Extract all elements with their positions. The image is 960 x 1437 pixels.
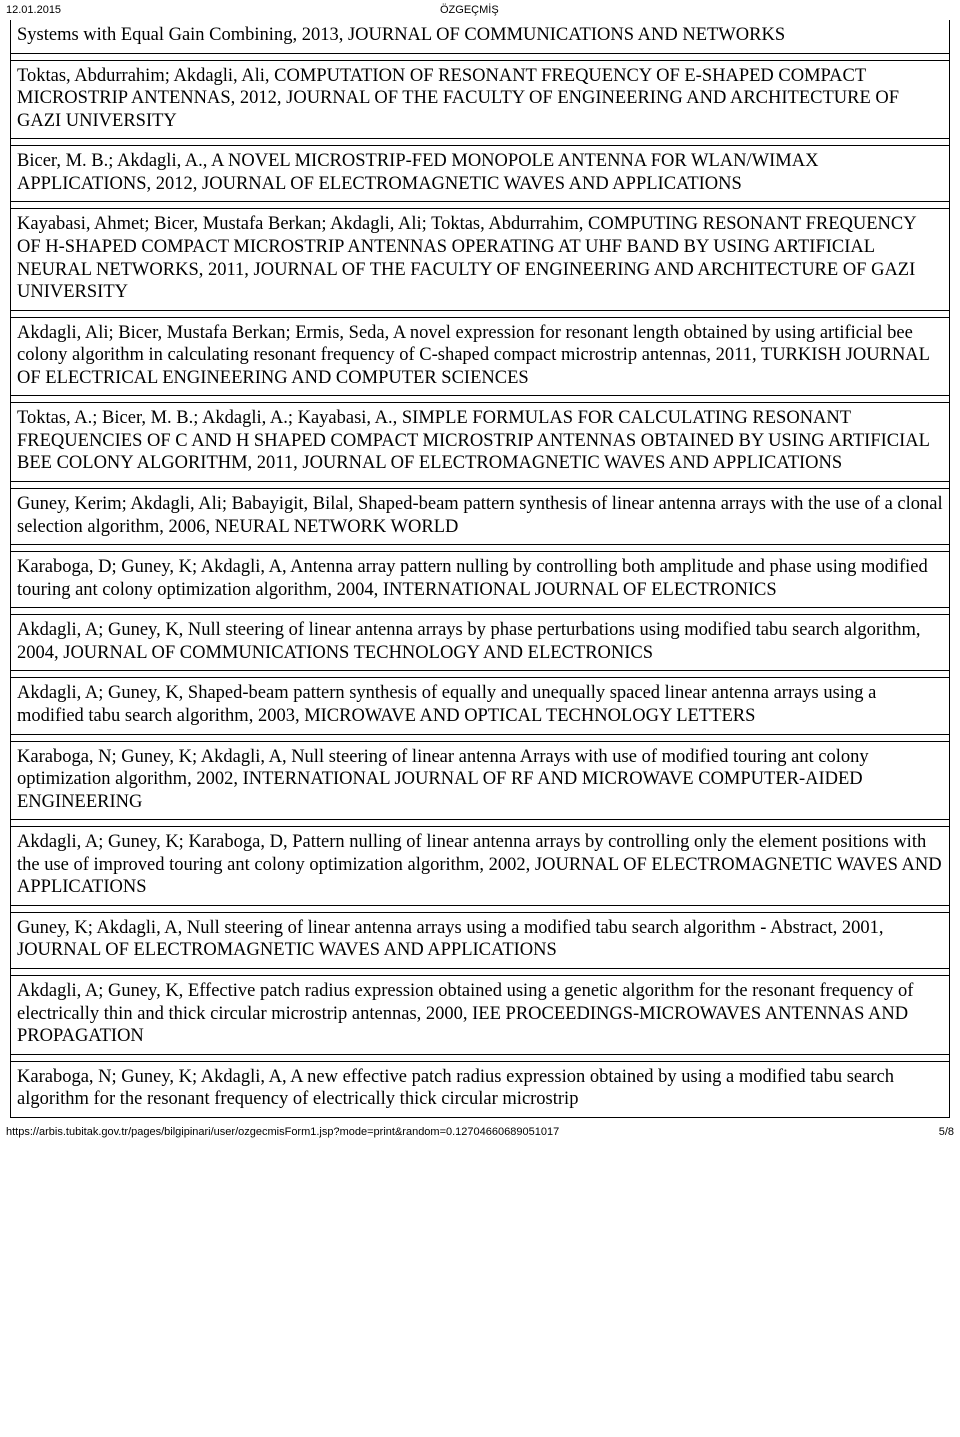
publication-entry: Akdagli, A; Guney, K, Effective patch ra… — [11, 975, 949, 1055]
publication-entry: Karaboga, D; Guney, K; Akdagli, A, Anten… — [11, 551, 949, 608]
publication-entry: Akdagli, A; Guney, K, Shaped-beam patter… — [11, 677, 949, 734]
publication-entry: Systems with Equal Gain Combining, 2013,… — [11, 20, 949, 54]
publication-list: Systems with Equal Gain Combining, 2013,… — [10, 20, 950, 1118]
publication-entry: Guney, K; Akdagli, A, Null steering of l… — [11, 912, 949, 969]
publication-entry: Akdagli, A; Guney, K; Karaboga, D, Patte… — [11, 826, 949, 906]
publication-entry: Bicer, M. B.; Akdagli, A., A NOVEL MICRO… — [11, 145, 949, 202]
print-title: ÖZGEÇMİŞ — [440, 4, 499, 16]
footer-page-number: 5/8 — [939, 1126, 954, 1138]
footer-url: https://arbis.tubitak.gov.tr/pages/bilgi… — [6, 1126, 559, 1138]
publication-entry: Kayabasi, Ahmet; Bicer, Mustafa Berkan; … — [11, 208, 949, 310]
publication-entry: Karaboga, N; Guney, K; Akdagli, A, A new… — [11, 1061, 949, 1118]
publication-entry: Akdagli, Ali; Bicer, Mustafa Berkan; Erm… — [11, 317, 949, 397]
print-footer: https://arbis.tubitak.gov.tr/pages/bilgi… — [0, 1126, 960, 1138]
publication-entry: Karaboga, N; Guney, K; Akdagli, A, Null … — [11, 741, 949, 821]
publication-entry: Akdagli, A; Guney, K, Null steering of l… — [11, 614, 949, 671]
publication-entry: Toktas, A.; Bicer, M. B.; Akdagli, A.; K… — [11, 402, 949, 482]
print-date: 12.01.2015 — [6, 4, 61, 16]
publication-entry: Guney, Kerim; Akdagli, Ali; Babayigit, B… — [11, 488, 949, 545]
publication-entry: Toktas, Abdurrahim; Akdagli, Ali, COMPUT… — [11, 60, 949, 140]
